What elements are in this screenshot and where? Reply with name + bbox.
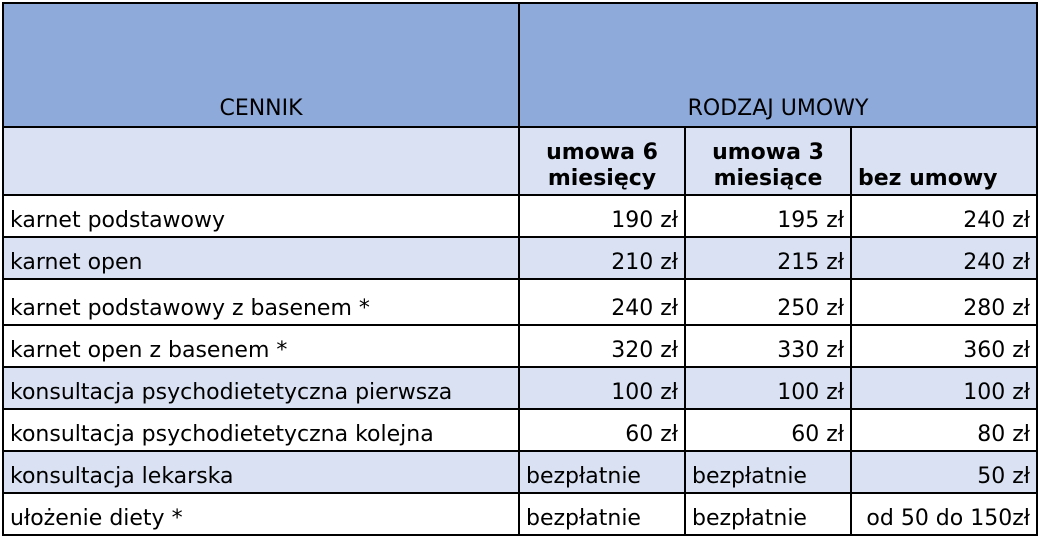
price-6-months-cell[interactable]: bezpłatnie	[518, 450, 686, 494]
table-row: konsultacja psychodietetyczna pierwsza 1…	[2, 366, 1038, 410]
price-6-months-cell[interactable]: 100 zł	[518, 366, 686, 410]
price-6-months-cell[interactable]: bezpłatnie	[518, 492, 686, 536]
price-6-months-cell[interactable]: 240 zł	[518, 278, 686, 326]
price-no-contract-cell[interactable]: 240 zł	[849, 194, 1038, 238]
price-3-months-cell[interactable]: 330 zł	[684, 324, 852, 368]
price-6-months-cell[interactable]: 320 zł	[518, 324, 686, 368]
subheader-row: umowa 6 miesięcy umowa 3 miesiące bez um…	[2, 126, 1038, 196]
row-name-cell[interactable]: konsultacja lekarska	[2, 450, 520, 494]
row-name-cell[interactable]: karnet open	[2, 236, 520, 280]
price-3-months-cell[interactable]: 195 zł	[684, 194, 852, 238]
price-6-months-cell[interactable]: 190 zł	[518, 194, 686, 238]
contract-type-header[interactable]: RODZAJ UMOWY	[517, 2, 1038, 128]
table-row: karnet open z basenem * 320 zł 330 zł 36…	[2, 324, 1038, 368]
price-6-months-cell[interactable]: 60 zł	[518, 408, 686, 452]
price-3-months-cell[interactable]: 250 zł	[684, 278, 852, 326]
table-row: konsultacja psychodietetyczna kolejna 60…	[2, 408, 1038, 452]
price-6-months-cell[interactable]: 210 zł	[518, 236, 686, 280]
price-3-months-cell[interactable]: 100 zł	[684, 366, 852, 410]
price-3-months-cell[interactable]: bezpłatnie	[684, 492, 852, 536]
table-title-cell[interactable]: CENNIK	[2, 2, 520, 128]
empty-header-cell[interactable]	[2, 126, 520, 196]
table-row: karnet podstawowy 190 zł 195 zł 240 zł	[2, 194, 1038, 238]
column-header-6-months[interactable]: umowa 6 miesięcy	[518, 126, 686, 196]
table-row: konsultacja lekarska bezpłatnie bezpłatn…	[2, 450, 1038, 494]
column-header-no-contract[interactable]: bez umowy	[849, 126, 1038, 196]
price-3-months-cell[interactable]: bezpłatnie	[684, 450, 852, 494]
price-no-contract-cell[interactable]: 240 zł	[849, 236, 1038, 280]
row-name-cell[interactable]: karnet podstawowy z basenem *	[2, 278, 520, 326]
price-no-contract-cell[interactable]: od 50 do 150zł	[849, 492, 1038, 536]
column-header-3-months[interactable]: umowa 3 miesiące	[684, 126, 852, 196]
row-name-cell[interactable]: karnet podstawowy	[2, 194, 520, 238]
row-name-cell[interactable]: ułożenie diety *	[2, 492, 520, 536]
price-no-contract-cell[interactable]: 360 zł	[849, 324, 1038, 368]
price-3-months-cell[interactable]: 215 zł	[684, 236, 852, 280]
row-name-cell[interactable]: karnet open z basenem *	[2, 324, 520, 368]
price-no-contract-cell[interactable]: 100 zł	[849, 366, 1038, 410]
price-no-contract-cell[interactable]: 50 zł	[849, 450, 1038, 494]
table-row: karnet open 210 zł 215 zł 240 zł	[2, 236, 1038, 280]
table-row: karnet podstawowy z basenem * 240 zł 250…	[2, 278, 1038, 326]
row-name-cell[interactable]: konsultacja psychodietetyczna kolejna	[2, 408, 520, 452]
row-name-cell[interactable]: konsultacja psychodietetyczna pierwsza	[2, 366, 520, 410]
price-no-contract-cell[interactable]: 80 zł	[849, 408, 1038, 452]
price-no-contract-cell[interactable]: 280 zł	[849, 278, 1038, 326]
table-row: ułożenie diety * bezpłatnie bezpłatnie o…	[2, 492, 1038, 536]
header-row: CENNIK RODZAJ UMOWY	[2, 2, 1038, 128]
price-3-months-cell[interactable]: 60 zł	[684, 408, 852, 452]
